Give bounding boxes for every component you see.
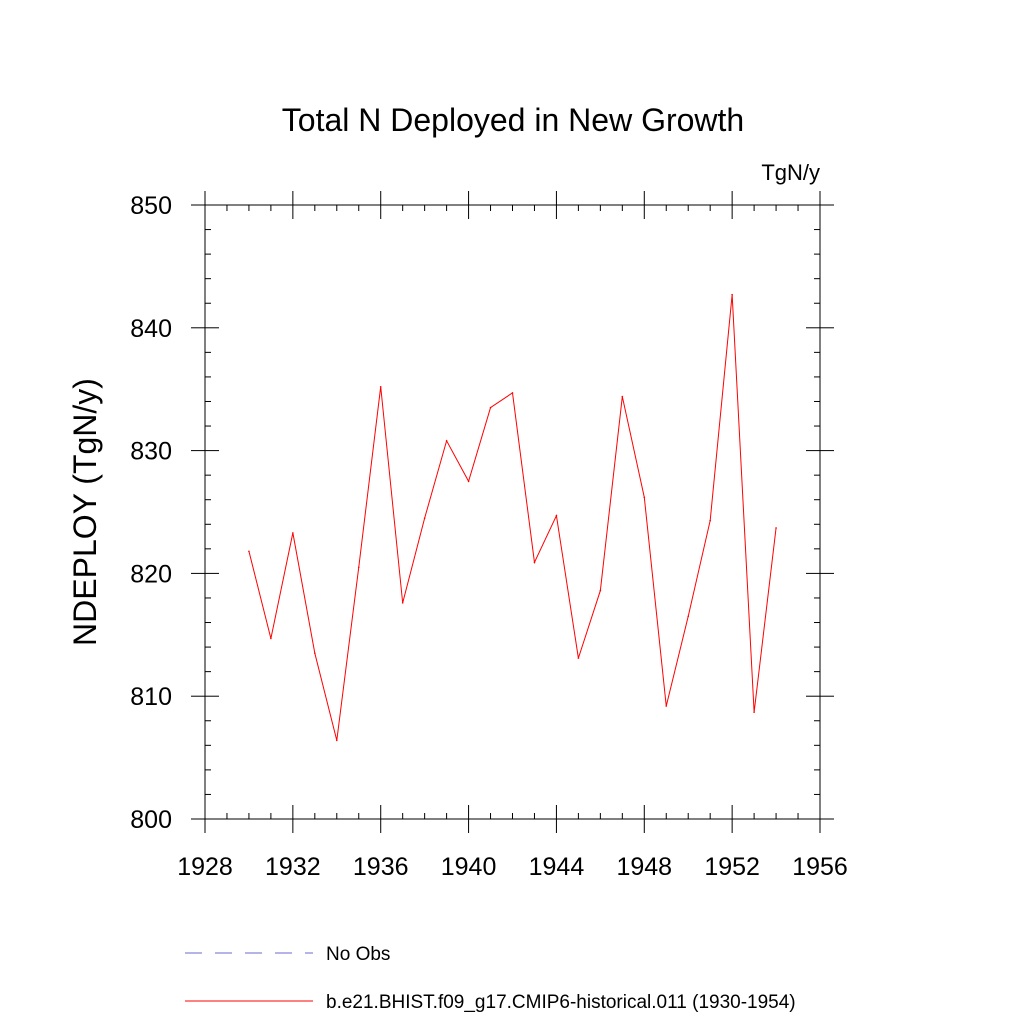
data-point bbox=[687, 615, 690, 618]
legend-label: No Obs bbox=[326, 944, 390, 965]
data-point bbox=[314, 652, 316, 655]
data-point bbox=[270, 637, 272, 640]
data-point bbox=[335, 739, 338, 742]
data-point bbox=[731, 293, 733, 296]
x-tick-label: 1932 bbox=[265, 853, 321, 881]
series-line bbox=[248, 294, 777, 741]
data-point bbox=[621, 395, 624, 398]
data-point bbox=[753, 711, 755, 713]
data-point bbox=[379, 385, 382, 388]
y-tick-label: 810 bbox=[130, 683, 172, 711]
x-tick-label: 1956 bbox=[792, 853, 848, 881]
x-tick-label: 1944 bbox=[529, 853, 585, 881]
data-point bbox=[292, 532, 294, 534]
series-group bbox=[248, 293, 777, 742]
legend: No Obs b.e21.BHIST.f09_g17.CMIP6-historic… bbox=[185, 944, 796, 1013]
chart-title: Total N Deployed in New Growth bbox=[282, 102, 744, 138]
x-tick-label: 1948 bbox=[616, 853, 672, 881]
data-point bbox=[665, 705, 668, 707]
y-tick-label: 850 bbox=[130, 192, 172, 220]
data-point bbox=[775, 527, 777, 529]
y-tick-label: 840 bbox=[130, 315, 172, 343]
data-point bbox=[401, 602, 404, 604]
data-point bbox=[423, 517, 426, 519]
data-point bbox=[577, 657, 580, 659]
data-point bbox=[599, 589, 602, 592]
y-tick-label: 820 bbox=[130, 560, 172, 588]
data-point bbox=[709, 519, 711, 522]
y-tick-label: 800 bbox=[130, 806, 172, 834]
data-point bbox=[467, 480, 470, 483]
data-point bbox=[533, 561, 536, 564]
x-tick-label: 1940 bbox=[441, 853, 497, 881]
data-point bbox=[643, 496, 646, 499]
x-tick-label: 1936 bbox=[353, 853, 409, 881]
data-point bbox=[445, 439, 448, 442]
units-label: TgN/y bbox=[761, 160, 820, 185]
data-point bbox=[511, 392, 514, 394]
y-tick-label: 830 bbox=[130, 438, 172, 466]
y-axis-label: NDEPLOY (TgN/y) bbox=[67, 378, 103, 646]
axis-ticks: 1928 1932 1936 1940 1944 1948 1952 1956 800 810 82… bbox=[130, 191, 848, 881]
legend-label: b.e21.BHIST.f09_g17.CMIP6-historical.011… bbox=[326, 992, 796, 1013]
data-point bbox=[489, 406, 492, 409]
x-tick-label: 1928 bbox=[177, 853, 233, 881]
data-point bbox=[248, 550, 250, 553]
data-point bbox=[555, 514, 558, 517]
plot-frame bbox=[204, 204, 821, 820]
data-point bbox=[357, 566, 360, 569]
x-tick-label: 1952 bbox=[704, 853, 760, 881]
